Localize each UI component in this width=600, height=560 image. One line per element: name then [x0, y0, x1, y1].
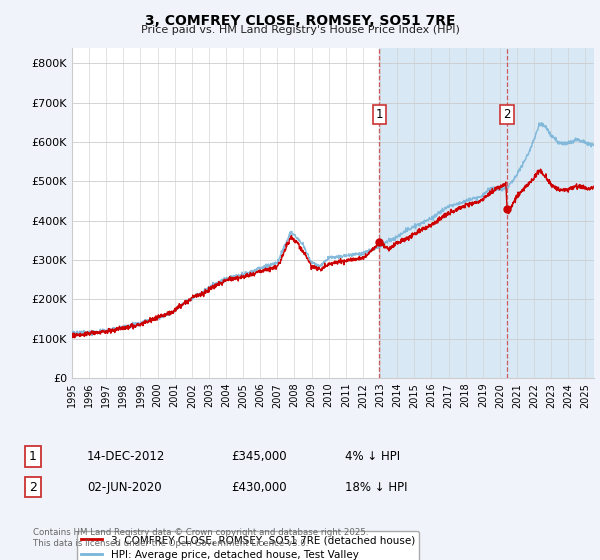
- Text: 2: 2: [29, 480, 37, 494]
- Text: £430,000: £430,000: [231, 480, 287, 494]
- Legend: 3, COMFREY CLOSE, ROMSEY, SO51 7RE (detached house), HPI: Average price, detache: 3, COMFREY CLOSE, ROMSEY, SO51 7RE (deta…: [77, 531, 419, 560]
- Text: 2: 2: [503, 108, 511, 121]
- Text: 02-JUN-2020: 02-JUN-2020: [87, 480, 161, 494]
- Text: Price paid vs. HM Land Registry's House Price Index (HPI): Price paid vs. HM Land Registry's House …: [140, 25, 460, 35]
- Text: £345,000: £345,000: [231, 450, 287, 463]
- Text: 3, COMFREY CLOSE, ROMSEY, SO51 7RE: 3, COMFREY CLOSE, ROMSEY, SO51 7RE: [145, 14, 455, 28]
- Text: 1: 1: [29, 450, 37, 463]
- Bar: [379, 48, 600, 378]
- Text: 14-DEC-2012: 14-DEC-2012: [87, 450, 166, 463]
- Text: 18% ↓ HPI: 18% ↓ HPI: [345, 480, 407, 494]
- Text: 1: 1: [376, 108, 383, 121]
- Text: Contains HM Land Registry data © Crown copyright and database right 2025.
This d: Contains HM Land Registry data © Crown c…: [33, 528, 368, 548]
- Text: 4% ↓ HPI: 4% ↓ HPI: [345, 450, 400, 463]
